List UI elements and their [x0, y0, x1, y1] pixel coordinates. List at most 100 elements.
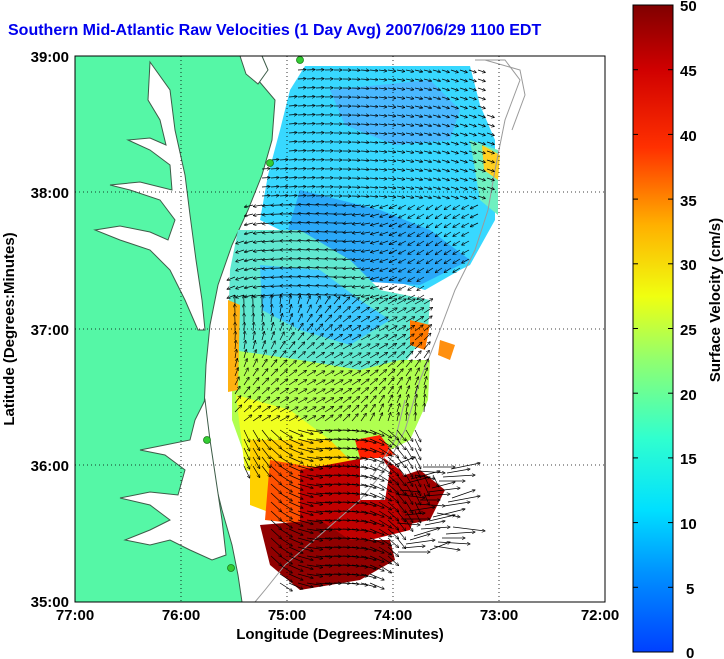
- velocity-arrow: [444, 267, 452, 273]
- velocity-arrow: [414, 501, 421, 514]
- velocity-arrow: [396, 404, 400, 413]
- velocity-arrow: [244, 268, 254, 270]
- velocity-arrow: [387, 142, 396, 143]
- velocity-arrow: [234, 405, 242, 413]
- velocity-arrow: [297, 416, 307, 422]
- velocity-arrow: [316, 286, 326, 287]
- velocity-arrow: [423, 307, 433, 314]
- velocity-arrow: [279, 341, 285, 350]
- velocity-arrow: [399, 249, 407, 254]
- velocity-arrow: [298, 249, 308, 250]
- velocity-arrow: [227, 276, 236, 280]
- velocity-arrow: [270, 416, 280, 422]
- y-tick-label: 36:00: [31, 458, 69, 475]
- velocity-arrow: [432, 106, 441, 108]
- velocity-arrow: [361, 295, 371, 297]
- velocity-arrow: [262, 322, 264, 332]
- velocity-arrow: [324, 343, 333, 350]
- velocity-arrow: [371, 285, 380, 288]
- velocity-arrow: [361, 268, 371, 270]
- velocity-arrow: [389, 267, 398, 272]
- velocity-arrow: [360, 564, 376, 569]
- velocity-arrow: [380, 258, 389, 262]
- velocity-arrow: [396, 106, 405, 108]
- velocity-arrow: [297, 106, 306, 107]
- velocity-arrow: [252, 340, 255, 350]
- velocity-arrow: [315, 389, 325, 395]
- velocity-arrow: [369, 70, 378, 71]
- velocity-arrow: [427, 488, 460, 493]
- velocity-arrow: [396, 447, 406, 459]
- velocity-arrow: [424, 394, 425, 404]
- velocity-arrow: [441, 123, 449, 126]
- velocity-arrow: [343, 277, 353, 278]
- velocity-arrow: [253, 223, 263, 225]
- x-axis: 77:00 76:00 75:00 74:00 73:00 72:00 Long…: [56, 607, 619, 643]
- velocity-arrow: [262, 205, 272, 206]
- velocity-arrow: [387, 510, 399, 521]
- velocity-arrow: [298, 285, 308, 286]
- velocity-arrow: [369, 88, 378, 89]
- velocity-arrow: [297, 370, 306, 377]
- velocity-arrow: [342, 307, 350, 314]
- velocity-arrow: [234, 377, 239, 386]
- velocity-arrow: [288, 186, 297, 187]
- velocity-arrow: [297, 314, 302, 323]
- velocity-arrow: [297, 380, 307, 386]
- y-tick-label: 37:00: [31, 322, 69, 339]
- velocity-arrow: [297, 142, 306, 143]
- velocity-arrow: [306, 178, 315, 179]
- velocity-arrow: [399, 222, 407, 227]
- velocity-arrow: [387, 404, 392, 413]
- velocity-arrow: [378, 133, 387, 134]
- velocity-arrow: [316, 241, 326, 242]
- velocity-arrow: [414, 492, 421, 505]
- velocity-arrow: [315, 407, 325, 413]
- velocity-arrow: [369, 465, 384, 472]
- velocity-arrow: [408, 285, 416, 290]
- velocity-arrow: [423, 359, 428, 368]
- velocity-arrow: [324, 306, 331, 314]
- velocity-arrow: [468, 87, 476, 91]
- velocity-arrow: [378, 447, 392, 456]
- velocity-arrow: [361, 214, 371, 216]
- velocity-arrow: [270, 474, 282, 485]
- velocity-arrow: [262, 268, 272, 269]
- velocity-arrow: [426, 258, 434, 264]
- velocity-arrow: [360, 528, 376, 533]
- velocity-arrow: [324, 362, 334, 368]
- velocity-arrow: [432, 97, 441, 99]
- velocity-arrow: [414, 97, 423, 99]
- velocity-arrow: [360, 388, 369, 395]
- velocity-arrow: [369, 483, 384, 490]
- velocity-arrow: [316, 250, 326, 251]
- velocity-arrow: [253, 331, 255, 341]
- velocity-arrow: [396, 169, 405, 171]
- velocity-arrow: [387, 352, 396, 359]
- velocity-arrow: [360, 379, 369, 386]
- velocity-arrow: [271, 304, 272, 314]
- velocity-arrow: [324, 371, 334, 377]
- velocity-arrow: [378, 151, 387, 152]
- velocity-arrow: [297, 160, 306, 161]
- velocity-arrow: [253, 286, 263, 288]
- velocity-arrow: [369, 438, 384, 445]
- velocity-arrow: [306, 133, 315, 134]
- velocity-arrow: [371, 204, 380, 207]
- velocity-arrow: [288, 150, 297, 151]
- velocity-arrow: [262, 277, 272, 278]
- velocity-arrow: [297, 501, 313, 506]
- velocity-arrow: [306, 407, 316, 413]
- velocity-arrow: [351, 564, 368, 567]
- velocity-arrow: [396, 124, 405, 126]
- velocity-arrow: [236, 285, 245, 289]
- velocity-arrow: [396, 115, 405, 117]
- velocity-arrow: [307, 204, 317, 205]
- velocity-arrow: [459, 69, 467, 73]
- velocity-arrow: [380, 285, 389, 289]
- velocity-arrow: [270, 397, 279, 404]
- velocity-arrow: [288, 528, 303, 535]
- velocity-arrow: [307, 213, 317, 214]
- velocity-arrow: [306, 389, 316, 395]
- velocity-arrow: [468, 114, 476, 118]
